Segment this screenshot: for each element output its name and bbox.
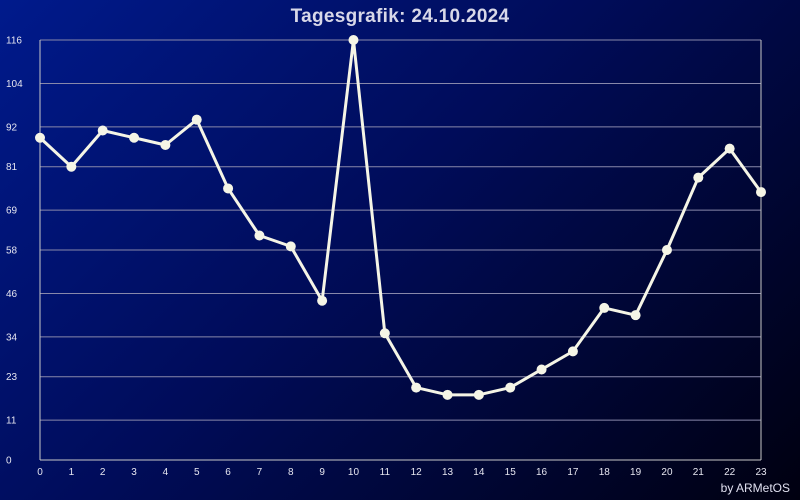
data-point-14: [473, 389, 484, 400]
y-tick-label-69: 69: [6, 206, 18, 217]
y-tick-label-116: 116: [6, 36, 22, 47]
data-point-10: [348, 35, 359, 45]
x-tick-label-14: 14: [473, 467, 485, 478]
x-tick-label-20: 20: [661, 467, 673, 478]
data-points: [35, 35, 766, 400]
y-tick-label-104: 104: [6, 79, 23, 90]
x-tick-label-0: 0: [37, 467, 43, 478]
grid-lines: [40, 39, 761, 421]
data-point-5: [191, 114, 202, 125]
x-tick-label-18: 18: [599, 467, 611, 478]
data-point-13: [442, 389, 453, 400]
x-tick-label-6: 6: [225, 467, 231, 478]
x-tick-label-19: 19: [630, 467, 642, 478]
x-tick-label-17: 17: [567, 467, 579, 478]
data-point-21: [693, 172, 704, 183]
x-tick-label-8: 8: [288, 467, 294, 478]
x-tick-label-5: 5: [194, 467, 200, 478]
chart-title: Tagesgrafik: 24.10.2024: [290, 6, 510, 27]
data-point-23: [756, 187, 766, 198]
data-point-11: [379, 328, 390, 339]
data-point-20: [661, 245, 672, 255]
data-point-1: [66, 161, 77, 172]
x-tick-label-3: 3: [131, 467, 137, 478]
data-point-3: [129, 132, 140, 143]
x-tick-label-21: 21: [693, 467, 705, 478]
data-point-17: [567, 346, 578, 357]
x-tick-label-2: 2: [100, 467, 106, 478]
y-tick-label-81: 81: [6, 162, 18, 173]
x-tick-label-1: 1: [69, 467, 75, 478]
data-point-8: [285, 241, 296, 252]
x-tick-label-10: 10: [348, 467, 360, 478]
data-point-15: [505, 382, 516, 393]
data-point-2: [97, 125, 108, 136]
x-tick-label-4: 4: [163, 467, 169, 478]
x-tick-label-23: 23: [755, 467, 767, 478]
x-tick-label-22: 22: [724, 467, 736, 478]
data-point-9: [317, 295, 328, 306]
x-tick-label-11: 11: [380, 467, 391, 478]
y-tick-label-11: 11: [6, 416, 17, 427]
data-point-0: [35, 132, 45, 143]
credit-text: by ARMetOS: [720, 481, 790, 495]
x-tick-label-9: 9: [319, 467, 325, 478]
data-point-19: [630, 310, 641, 321]
data-point-6: [223, 183, 234, 194]
y-tick-label-23: 23: [6, 372, 18, 383]
y-tick-label-92: 92: [6, 122, 18, 133]
y-tick-label-0: 0: [6, 456, 12, 467]
series-line: [38, 38, 763, 397]
x-tick-label-12: 12: [411, 467, 423, 478]
x-tick-label-15: 15: [505, 467, 517, 478]
data-point-7: [254, 230, 265, 241]
y-tick-label-46: 46: [6, 289, 18, 300]
x-tick-label-13: 13: [442, 467, 454, 478]
y-tick-label-58: 58: [6, 246, 18, 257]
x-tick-labels: 0 1 2 3 4 5 6 7 8 9 10 11 12 13 14 15 16 17 18 19 20 21 22 23: [37, 467, 767, 478]
data-point-22: [724, 143, 735, 154]
data-point-16: [536, 364, 547, 375]
x-tick-label-16: 16: [536, 467, 548, 478]
y-tick-labels: 0 11 23 34 46 58 69 81 92 104 116: [6, 36, 23, 467]
data-point-4: [160, 140, 171, 150]
axes: [39, 40, 762, 461]
x-tick-label-7: 7: [257, 467, 263, 478]
data-point-18: [599, 302, 610, 313]
data-point-12: [411, 382, 422, 393]
y-tick-label-34: 34: [6, 332, 18, 343]
